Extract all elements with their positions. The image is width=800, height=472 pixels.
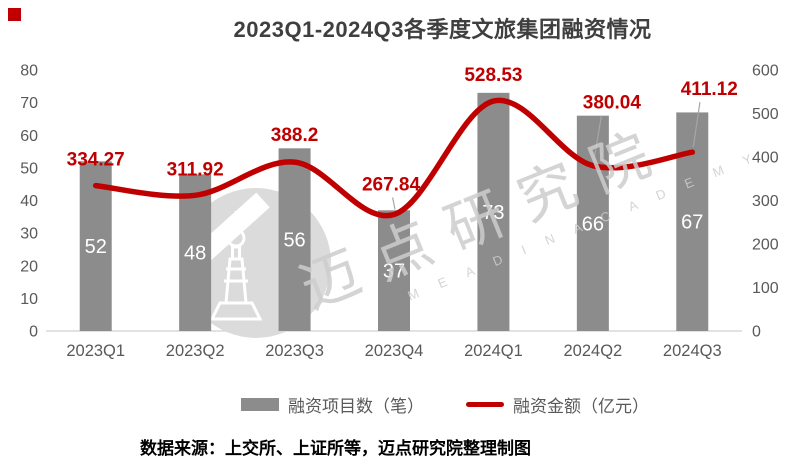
right-axis-tick: 300: [752, 193, 779, 210]
bar-value-label: 73: [482, 202, 504, 224]
x-axis-label: 2024Q2: [563, 342, 622, 360]
legend-item-line: 融资金额（亿元）: [424, 392, 649, 417]
right-axis-tick: 600: [752, 63, 779, 80]
bar: [676, 112, 709, 331]
chart-title: 2023Q1-2024Q3各季度文旅集团融资情况: [233, 17, 652, 42]
line-value-label: 388.2: [271, 125, 319, 146]
source-note: 数据来源：上交所、上证所等，迈点研究院整理制图: [140, 439, 531, 458]
legend: 融资项目数（笔） 融资金额（亿元）: [45, 392, 800, 417]
line-series: [92, 97, 696, 219]
brand-mark: [8, 8, 21, 21]
x-axis-label: 2024Q3: [663, 342, 722, 360]
label-leader-line: [692, 102, 701, 148]
bar-value-label: 66: [582, 213, 604, 235]
line-value-label: 380.04: [583, 93, 642, 114]
left-axis-tick: 10: [20, 291, 38, 308]
legend-bar-label: 融资项目数（笔）: [288, 397, 424, 416]
legend-line-label: 融资金额（亿元）: [513, 397, 649, 416]
left-axis-tick: 0: [29, 324, 38, 341]
legend-bar-swatch: [241, 398, 279, 411]
line-value-label: 334.27: [67, 150, 125, 171]
tower-icon: [209, 211, 263, 321]
bar: [278, 148, 311, 331]
line-value-label: 311.92: [167, 159, 224, 180]
label-leader-line: [392, 197, 396, 210]
bar: [378, 210, 410, 331]
legend-line-swatch: [466, 402, 504, 407]
left-axis-tick: 70: [20, 95, 38, 112]
right-axis-tick: 500: [752, 106, 779, 123]
bar-value-label: 56: [283, 230, 305, 252]
line-value-label: 411.12: [681, 79, 738, 100]
bar: [179, 174, 212, 331]
left-axis-tick: 40: [20, 193, 38, 210]
left-axis-tick: 20: [20, 258, 38, 275]
right-axis-tick: 200: [752, 237, 779, 254]
left-axis-tick: 60: [20, 128, 38, 145]
left-axis-tick: 30: [20, 226, 38, 243]
x-axis-label: 2023Q2: [166, 342, 225, 360]
right-axis-tick: 100: [752, 280, 779, 297]
combo-chart: 0 10 20 30 40 50 60 70 80 0 100 200 300 400 500 600 2023…: [20, 63, 779, 361]
x-axis-label: 2024Q1: [464, 342, 523, 360]
bar: [576, 115, 609, 331]
bar-value-label: 48: [184, 243, 206, 265]
line-value-label: 267.84: [362, 174, 421, 195]
label-leader-line: [593, 115, 602, 161]
bar-value-label: 52: [85, 236, 107, 258]
legend-item-bar: 融资项目数（笔）: [241, 392, 424, 417]
x-axis-label: 2023Q1: [66, 342, 125, 360]
bar-value-label: 37: [383, 261, 405, 283]
bar: [477, 92, 510, 332]
left-axis-tick: 80: [20, 63, 38, 80]
right-axis-tick: 400: [752, 150, 779, 167]
x-axis-label: 2023Q3: [265, 342, 324, 360]
line-value-label: 528.53: [464, 65, 522, 86]
bar-value-label: 67: [681, 212, 703, 234]
x-axis-label: 2023Q4: [365, 342, 424, 360]
right-axis-tick: 0: [752, 324, 761, 341]
left-axis-tick: 50: [20, 160, 38, 177]
